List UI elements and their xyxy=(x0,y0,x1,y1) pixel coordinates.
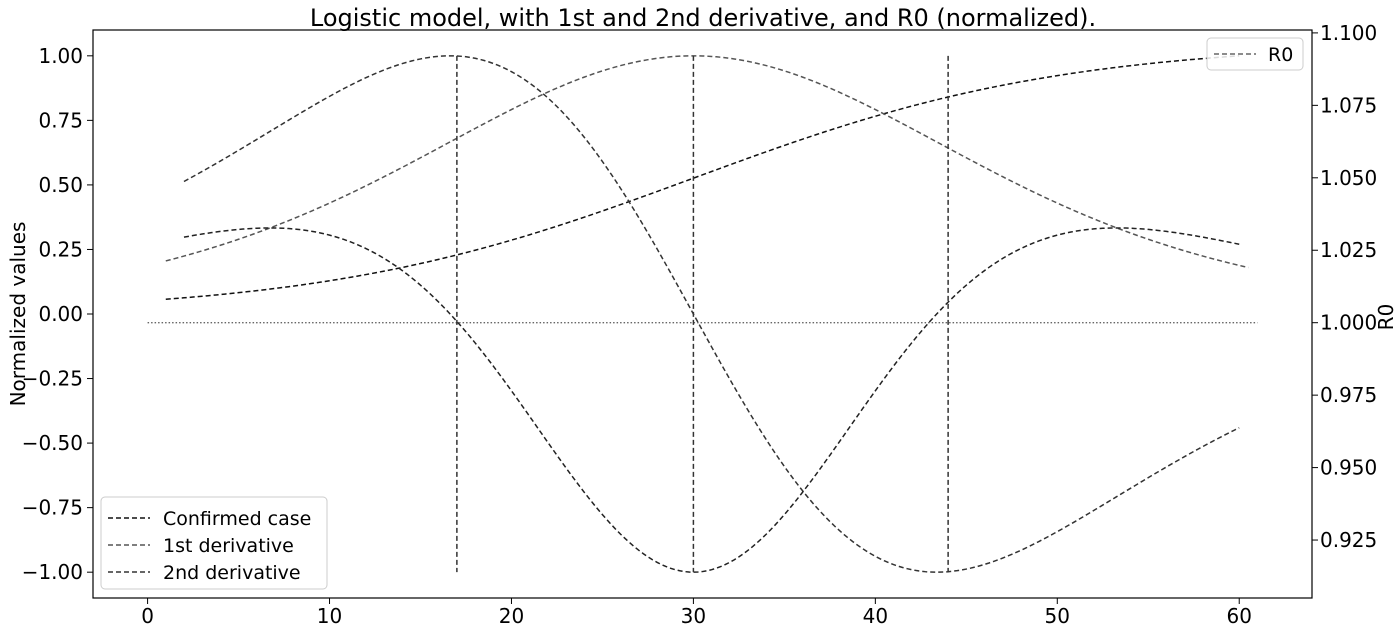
y-tick-label: −0.50 xyxy=(22,431,83,455)
y2-tick-label: 1.100 xyxy=(1320,21,1377,45)
series-confirmed-case xyxy=(166,56,1239,299)
legend-label: 2nd derivative xyxy=(163,562,301,584)
y2-tick-label: 1.025 xyxy=(1320,238,1377,262)
y-tick-label: 0.00 xyxy=(38,302,83,326)
legend-r0: R0 xyxy=(1207,38,1303,70)
y-tick-label: −0.25 xyxy=(22,367,83,391)
x-tick-label: 20 xyxy=(499,604,524,628)
y-tick-label: 1.00 xyxy=(38,44,83,68)
x-tick-label: 0 xyxy=(141,604,154,628)
y2-tick-label: 0.925 xyxy=(1320,528,1377,552)
x-tick-label: 40 xyxy=(863,604,888,628)
legend-label: R0 xyxy=(1268,44,1293,66)
series-2nd-derivative xyxy=(184,56,1239,572)
chart-title: Logistic model, with 1st and 2nd derivat… xyxy=(310,4,1096,32)
x-tick-label: 50 xyxy=(1045,604,1070,628)
y2-tick-label: 1.075 xyxy=(1320,93,1377,117)
y-axis-title: Normalized values xyxy=(6,222,30,407)
y2-tick-label: 0.975 xyxy=(1320,383,1377,407)
x-tick-label: 10 xyxy=(317,604,342,628)
series-1st-derivative xyxy=(166,56,1249,268)
y2-tick-label: 0.950 xyxy=(1320,456,1377,480)
y-tick-label: −0.75 xyxy=(22,496,83,520)
y2-tick-label: 1.050 xyxy=(1320,166,1377,190)
legend-main: Confirmed case 1st derivative 2nd derivati… xyxy=(101,497,327,589)
y2-axis-title: R0 xyxy=(1374,304,1398,331)
series-3rd-derivative xyxy=(184,228,1239,572)
y-tick-label: −1.00 xyxy=(22,560,83,584)
y-tick-label: 0.25 xyxy=(38,237,83,261)
x-tick-label: 60 xyxy=(1226,604,1251,628)
y-tick-label: 0.50 xyxy=(38,173,83,197)
y2-tick-label: 1.000 xyxy=(1320,311,1377,335)
legend-label: Confirmed case xyxy=(163,508,311,530)
legend-label: 1st derivative xyxy=(163,535,294,557)
y-tick-label: 0.75 xyxy=(38,108,83,132)
x-tick-label: 30 xyxy=(681,604,706,628)
